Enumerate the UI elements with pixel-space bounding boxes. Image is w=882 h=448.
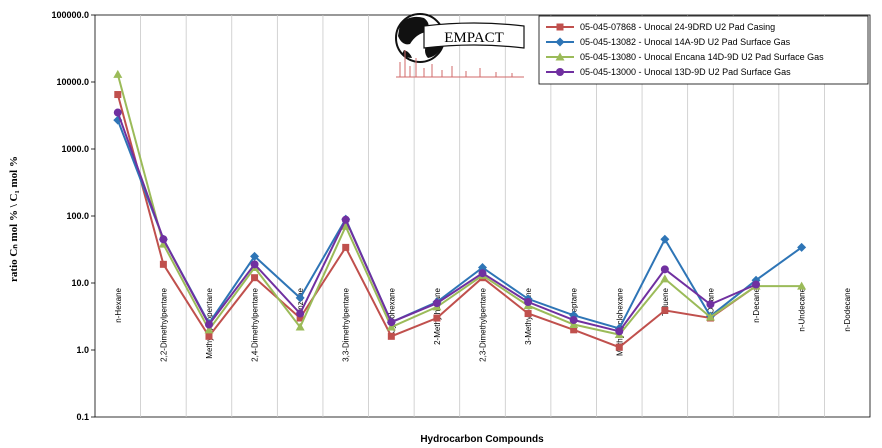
data-point xyxy=(114,91,122,99)
data-point xyxy=(706,300,715,309)
data-point xyxy=(615,343,623,351)
x-tick-label: Benzene xyxy=(296,287,305,319)
data-point xyxy=(159,235,168,244)
y-axis-title: ratio Cₙ mol % \ C₁ mol % xyxy=(8,156,20,282)
legend-box xyxy=(538,15,869,85)
data-point xyxy=(386,322,396,331)
x-axis-title: Hydrocarbon Compounds xyxy=(420,434,544,445)
data-point xyxy=(341,221,351,230)
x-tick-label: 2,2-Dimethylpentane xyxy=(159,287,168,361)
empact-logo: EMPACT xyxy=(395,13,525,78)
data-point xyxy=(433,314,441,322)
data-point xyxy=(524,298,533,307)
legend-label: 05-045-07868 - Unocal 24-9DRD U2 Pad Cas… xyxy=(580,22,775,32)
x-tick-label: n-Heptane xyxy=(570,287,579,325)
legend-marker xyxy=(555,37,565,47)
y-tick-label: 100000.0 xyxy=(51,10,89,20)
legend-item: 05-045-07868 - Unocal 24-9DRD U2 Pad Cas… xyxy=(546,22,775,32)
legend: 05-045-07868 - Unocal 24-9DRD U2 Pad Cas… xyxy=(538,15,869,85)
data-point xyxy=(615,327,624,336)
legend-marker xyxy=(556,68,564,76)
data-point xyxy=(159,260,167,268)
logo-text: EMPACT xyxy=(444,30,503,46)
data-point xyxy=(660,274,670,283)
x-tick-label: n-Dodecane xyxy=(843,287,852,331)
series-line xyxy=(116,119,803,330)
legend-item: 05-045-13082 - Unocal 14A-9D U2 Pad Surf… xyxy=(546,37,791,47)
data-point xyxy=(752,280,761,289)
x-axis: n-Hexane2,2-DimethylpentaneMethylcyclope… xyxy=(114,287,852,361)
data-point xyxy=(705,312,715,321)
data-point xyxy=(204,325,214,334)
y-tick-label: 1000.0 xyxy=(61,144,89,154)
data-point xyxy=(524,310,532,318)
y-tick-label: 1.0 xyxy=(76,345,89,355)
legend-item: 05-045-13080 - Unocal Encana 14D-9D U2 P… xyxy=(546,52,824,62)
x-tick-label: n-Hexane xyxy=(114,287,123,322)
legend-item: 05-045-13000 - Unocal 13D-9D U2 Pad Surf… xyxy=(546,67,791,77)
data-point xyxy=(341,215,350,224)
x-tick-label: Cyclohexane xyxy=(387,287,396,334)
data-point xyxy=(296,314,304,322)
logo-banner xyxy=(423,22,525,49)
y-axis: 100000.0 10000.0 1000.0 100.0 10.0 1.0 0.1 xyxy=(51,10,95,422)
legend-marker xyxy=(556,23,564,31)
y-tick-label: 10000.0 xyxy=(56,77,89,87)
data-point xyxy=(204,320,213,329)
chromatogram-icon xyxy=(396,50,524,78)
data-point xyxy=(250,260,259,269)
data-point xyxy=(387,318,396,327)
y-tick-label: 10.0 xyxy=(71,278,89,288)
series-group xyxy=(113,69,807,351)
data-point xyxy=(660,234,670,244)
data-point xyxy=(251,274,259,282)
data-point xyxy=(432,299,441,308)
data-point xyxy=(660,265,669,274)
series-1 xyxy=(114,91,760,351)
legend-marker xyxy=(555,52,565,61)
x-tick-label: 2,4-Dimethylpentane xyxy=(251,287,260,361)
x-tick-label: n-Undecane xyxy=(798,287,807,331)
data-point xyxy=(250,251,260,261)
data-point xyxy=(296,309,305,318)
x-tick-label: n-Decane xyxy=(752,287,761,322)
x-tick-label: 3,3-Dimethylpentane xyxy=(342,287,351,361)
data-point xyxy=(342,243,350,251)
data-point xyxy=(113,69,123,78)
legend-label: 05-045-13000 - Unocal 13D-9D U2 Pad Surf… xyxy=(580,67,791,77)
data-point xyxy=(295,293,305,303)
data-point xyxy=(570,326,578,334)
data-point xyxy=(661,306,669,314)
data-point xyxy=(158,239,168,248)
data-point xyxy=(478,263,487,273)
data-point xyxy=(478,269,487,278)
data-point xyxy=(295,322,305,331)
series-4 xyxy=(113,108,761,336)
data-point xyxy=(387,332,395,340)
y-tick-label: 0.1 xyxy=(76,412,89,422)
data-point xyxy=(113,108,122,117)
series-line xyxy=(116,74,802,336)
x-tick-label: Methylcyclohexane xyxy=(615,287,624,356)
legend-label: 05-045-13082 - Unocal 14A-9D U2 Pad Surf… xyxy=(580,37,791,47)
y-tick-label: 100.0 xyxy=(66,211,89,221)
data-point xyxy=(797,242,807,252)
data-point xyxy=(205,332,213,340)
legend-label: 05-045-13080 - Unocal Encana 14D-9D U2 P… xyxy=(580,52,824,62)
data-point xyxy=(797,281,807,290)
x-tick-label: 2,3-Dimethylpentane xyxy=(479,287,488,361)
x-tick-label: Toluene xyxy=(661,287,670,316)
data-point xyxy=(569,316,578,325)
